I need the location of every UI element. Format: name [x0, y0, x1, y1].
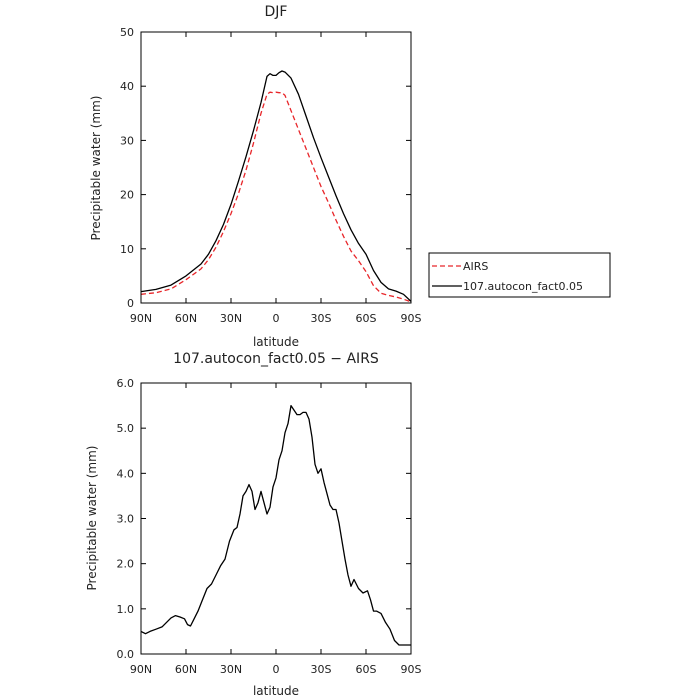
top-y-tick-label-10: 10	[120, 243, 134, 256]
bottom-y-tick-label-6-0: 6.0	[117, 377, 135, 390]
top-y-tick-label-30: 30	[120, 134, 134, 147]
top-x-tick-label-30s: 30S	[311, 312, 332, 325]
bottom-x-axis-label: latitude	[253, 684, 299, 698]
top-y-tick-label-20: 20	[120, 189, 134, 202]
top-y-tick-label-0: 0	[127, 297, 134, 310]
legend: AIRS 107.autocon_fact0.05	[428, 252, 611, 298]
top-x-tick-label-30n: 30N	[220, 312, 242, 325]
bottom-y-tick-label-4-0: 4.0	[117, 467, 135, 480]
top-series-line-107-autocon-fact0-05	[140, 70, 412, 302]
top-x-tick-label-90s: 90S	[401, 312, 422, 325]
legend-label-107-autocon-fact0-05: 107.autocon_fact0.05	[463, 280, 583, 293]
bottom-chart-title: 107.autocon_fact0.05 − AIRS	[173, 351, 379, 367]
bottom-plot-frame	[140, 382, 412, 655]
top-ticks: 90N 60N 30N 0 30S 60S 90S 0 10 20 30 40 50	[120, 26, 422, 325]
top-x-tick-label-0: 0	[273, 312, 280, 325]
bottom-x-tick-label-60n: 60N	[175, 663, 197, 676]
bottom-x-tick-label-30s: 30S	[311, 663, 332, 676]
top-x-tick-label-60n: 60N	[175, 312, 197, 325]
bottom-y-axis-label: Precipitable water (mm)	[85, 446, 99, 591]
top-x-tick-label-90n: 90N	[130, 312, 152, 325]
top-panel-djf: DJF 90N 60N 30N 0 30S 60S 90S 0 10 20 30 40 50 latit…	[89, 4, 422, 349]
bottom-y-tick-label-5-0: 5.0	[117, 422, 135, 435]
top-plot-frame	[140, 31, 412, 304]
top-y-tick-label-40: 40	[120, 80, 134, 93]
bottom-y-tick-label-1-0: 1.0	[117, 603, 135, 616]
bottom-ticks: 90N 60N 30N 0 30S 60S 90S 0.0 1.0 2.0 3.0 4.0 5.0 6.0	[117, 377, 422, 676]
bottom-panel-difference: 107.autocon_fact0.05 − AIRS 90N 60N 30N 0 30…	[85, 351, 422, 698]
bottom-series-line-difference	[140, 404, 411, 646]
bottom-x-tick-label-90n: 90N	[130, 663, 152, 676]
top-series	[140, 70, 412, 303]
bottom-x-tick-label-30n: 30N	[220, 663, 242, 676]
top-x-tick-label-60s: 60S	[356, 312, 377, 325]
bottom-x-tick-label-60s: 60S	[356, 663, 377, 676]
bottom-x-tick-label-90s: 90S	[401, 663, 422, 676]
top-y-tick-label-50: 50	[120, 26, 134, 39]
top-chart-title: DJF	[265, 4, 288, 20]
bottom-x-tick-label-0: 0	[273, 663, 280, 676]
top-y-axis-label: Precipitable water (mm)	[89, 96, 103, 241]
legend-box	[428, 252, 611, 298]
bottom-y-tick-label-2-0: 2.0	[117, 558, 135, 571]
bottom-y-tick-label-0-0: 0.0	[117, 648, 135, 661]
bottom-y-tick-label-3-0: 3.0	[117, 513, 135, 526]
bottom-series	[140, 404, 411, 646]
top-series-line-airs	[140, 91, 412, 303]
legend-label-airs: AIRS	[463, 260, 488, 273]
top-x-axis-label: latitude	[253, 335, 299, 349]
